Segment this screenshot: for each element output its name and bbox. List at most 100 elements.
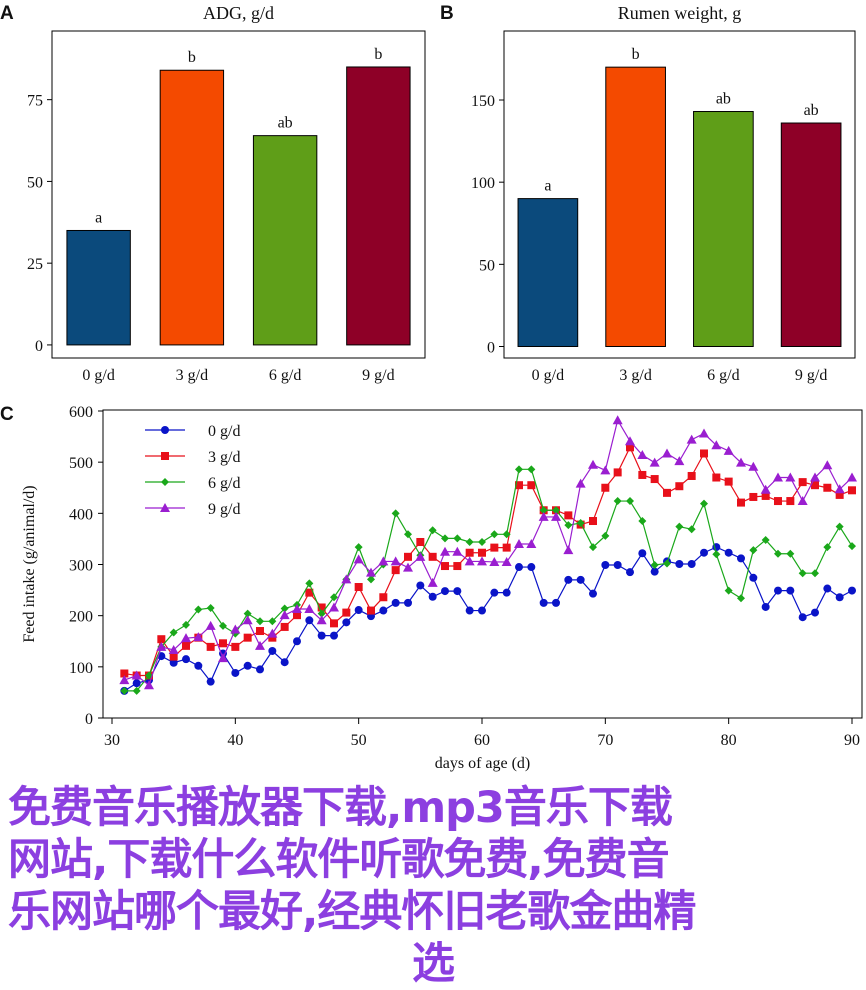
x-tick-label: 0 g/d xyxy=(532,367,564,384)
data-point xyxy=(182,641,190,650)
data-point xyxy=(390,556,401,566)
data-point xyxy=(638,549,647,558)
data-point xyxy=(848,486,856,495)
data-point xyxy=(416,581,425,590)
data-point xyxy=(724,548,733,557)
x-tick-label: 60 xyxy=(474,732,490,749)
data-point xyxy=(564,511,573,520)
data-point xyxy=(477,556,487,566)
data-point xyxy=(453,587,462,596)
bar-label: ab xyxy=(804,102,819,119)
data-point xyxy=(367,575,375,584)
data-point xyxy=(452,546,463,556)
data-point xyxy=(589,517,597,526)
data-point xyxy=(748,461,759,471)
data-point xyxy=(391,566,400,575)
data-point xyxy=(638,517,647,526)
data-point xyxy=(575,478,586,488)
data-point xyxy=(589,589,597,598)
data-point xyxy=(490,588,499,597)
data-point xyxy=(700,548,708,557)
data-point xyxy=(256,627,264,636)
watermark-line: 选 xyxy=(412,939,455,989)
data-point xyxy=(280,622,289,631)
data-point xyxy=(366,567,376,577)
data-point xyxy=(268,633,277,642)
data-point xyxy=(675,559,684,568)
data-point xyxy=(552,506,560,515)
data-point xyxy=(785,472,796,482)
data-point xyxy=(798,613,807,622)
bar-label: ab xyxy=(278,115,293,132)
data-point xyxy=(761,491,770,500)
data-point xyxy=(268,646,277,655)
data-point xyxy=(737,554,745,563)
data-point xyxy=(255,640,265,650)
data-point xyxy=(168,644,179,654)
data-point xyxy=(293,611,301,620)
data-point xyxy=(601,483,610,492)
legend-label: 3 g/d xyxy=(208,449,240,466)
data-point xyxy=(182,620,190,629)
data-point xyxy=(700,449,708,458)
data-point xyxy=(811,608,819,617)
data-point xyxy=(465,537,474,546)
data-point xyxy=(317,609,326,618)
y-tick-label: 0 xyxy=(35,338,43,355)
data-point xyxy=(490,543,499,552)
data-point xyxy=(786,497,795,506)
data-point xyxy=(292,604,302,614)
plot-frame xyxy=(503,30,856,359)
data-point xyxy=(711,440,722,450)
data-point xyxy=(600,465,611,475)
data-point xyxy=(737,594,745,603)
data-point xyxy=(601,561,610,570)
data-point xyxy=(538,511,549,521)
data-point xyxy=(169,628,178,637)
data-point xyxy=(280,604,289,613)
x-tick-label: 9 g/d xyxy=(362,367,394,384)
data-point xyxy=(502,588,511,597)
bar xyxy=(605,66,666,347)
data-point xyxy=(169,658,178,667)
data-point xyxy=(219,621,227,630)
data-point xyxy=(279,610,290,620)
data-point xyxy=(354,543,363,552)
bar-label: b xyxy=(632,46,640,63)
data-point xyxy=(502,530,511,539)
data-point xyxy=(601,531,610,540)
bar xyxy=(346,66,411,346)
data-point xyxy=(626,497,634,506)
data-point xyxy=(675,482,684,491)
data-point xyxy=(749,573,758,582)
y-tick-label: 0 xyxy=(85,711,93,728)
x-tick-label: 6 g/d xyxy=(269,367,301,384)
data-point xyxy=(379,606,388,615)
data-point xyxy=(564,521,573,530)
chart-title: Rumen weight, g xyxy=(618,3,742,23)
data-point xyxy=(649,457,660,467)
data-point xyxy=(144,680,154,690)
bar-label: b xyxy=(374,46,382,63)
data-point xyxy=(489,556,500,566)
data-point xyxy=(835,490,844,499)
y-tick-label: 50 xyxy=(479,257,495,274)
data-point xyxy=(342,608,351,617)
watermark-line: 网站,下载什么软件听歌免费,免费音 xyxy=(8,835,670,885)
panel-label: A xyxy=(0,3,14,24)
panel-label: B xyxy=(440,3,454,24)
data-point xyxy=(551,511,561,521)
data-point xyxy=(256,665,264,674)
data-point xyxy=(527,465,536,474)
y-tick-label: 300 xyxy=(69,558,93,575)
y-tick-label: 25 xyxy=(27,256,43,273)
bar-label: ab xyxy=(716,91,731,108)
data-point xyxy=(724,477,733,486)
data-point xyxy=(206,677,215,686)
data-point xyxy=(354,606,363,615)
bar-label: a xyxy=(95,209,102,226)
data-point xyxy=(428,552,437,561)
data-point xyxy=(687,525,696,534)
data-point xyxy=(613,497,622,506)
data-point xyxy=(219,639,227,648)
